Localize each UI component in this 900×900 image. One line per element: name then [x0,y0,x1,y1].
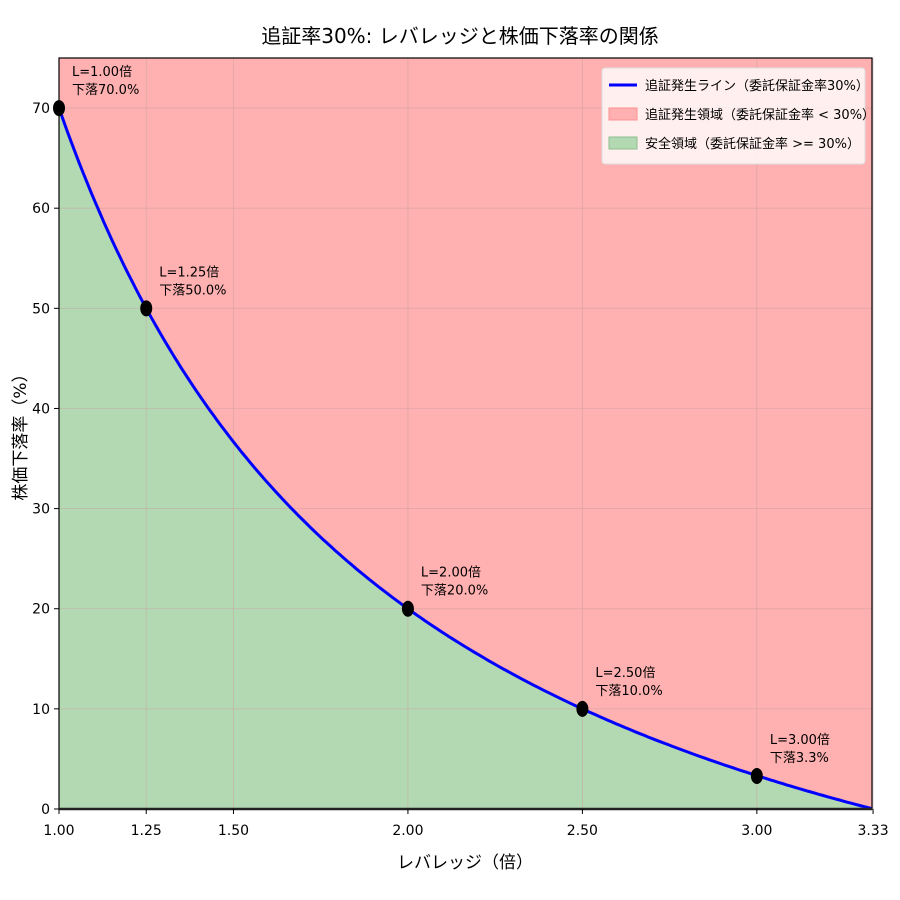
y-tick-label: 30 [32,502,50,518]
point-label-leverage: L=3.00倍 [770,733,830,748]
y-tick-label: 40 [32,401,50,417]
y-tick-label: 10 [32,702,50,718]
legend-swatch-icon [608,136,638,150]
point-label-drop: 下落50.0% [159,283,226,298]
y-axis-ticks: 0 10 20 30 40 50 60 70 [32,101,59,818]
chart-title: 追証率30%: レバレッジと株価下落率の関係 [261,24,659,48]
legend-box [601,67,866,165]
point-label-leverage: L=1.25倍 [159,265,219,280]
legend-label: 安全領域（委託保証金率 >= 30%） [645,136,860,152]
legend: 追証発生ライン（委託保証金率30%） 追証発生領域（委託保証金率 < 30%） 安全… [601,67,875,165]
x-axis-ticks: 1.00 1.25 1.50 2.00 2.50 3.00 3.33 [43,809,889,839]
point-label-leverage: L=2.50倍 [595,666,655,681]
data-point-marker [750,767,763,784]
y-tick-label: 50 [32,301,50,317]
x-tick-label: 2.00 [392,823,423,839]
point-label-drop: 下落70.0% [72,83,139,98]
legend-label: 追証発生ライン（委託保証金率30%） [645,78,869,94]
y-tick-label: 60 [32,201,50,217]
point-label-drop: 下落20.0% [421,584,488,599]
point-label-leverage: L=1.00倍 [72,65,132,80]
x-tick-label: 1.25 [131,823,162,839]
x-tick-label: 2.50 [567,823,598,839]
point-label-drop: 下落3.3% [770,751,829,766]
safe-region [59,108,872,810]
x-tick-label: 3.00 [741,823,772,839]
y-tick-label: 0 [41,802,50,818]
data-point-marker [140,300,153,317]
x-tick-label: 1.00 [43,823,74,839]
x-axis-label: レバレッジ（倍） [397,853,533,873]
x-tick-label: 1.50 [218,823,249,839]
legend-label: 追証発生領域（委託保証金率 < 30%） [645,107,875,123]
margin-call-line [57,107,873,811]
point-label-drop: 下落10.0% [595,684,662,699]
y-axis-label: 株価下落率（%） [11,365,31,500]
x-tick-label: 3.33 [857,823,888,839]
y-tick-label: 20 [32,602,50,618]
y-tick-label: 70 [32,101,50,117]
data-point-marker [401,600,414,617]
point-label-leverage: L=2.00倍 [421,566,481,581]
legend-swatch-icon [608,107,638,121]
data-point-marker [576,700,589,717]
